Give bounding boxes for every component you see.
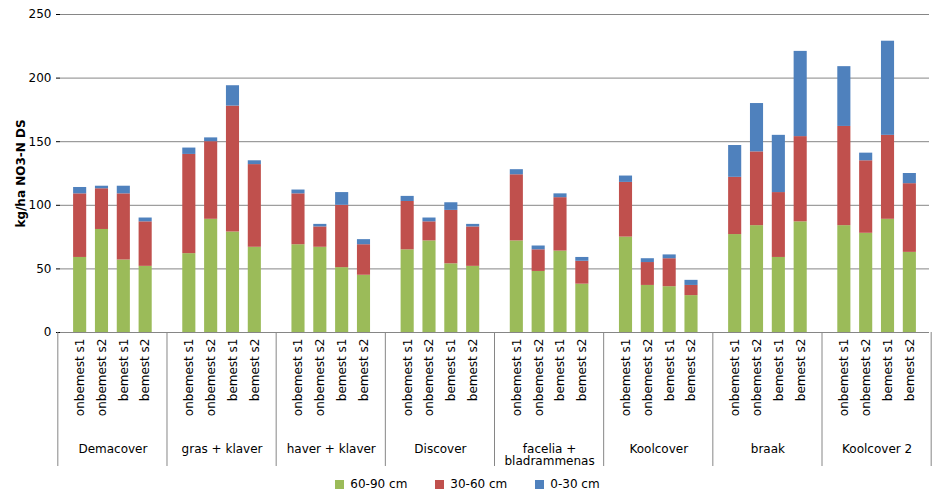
svg-text:onbemest s2: onbemest s2 <box>750 339 764 417</box>
svg-text:onbemest s2: onbemest s2 <box>95 339 109 417</box>
svg-text:0: 0 <box>44 325 52 339</box>
svg-text:kg/ha NO3-N DS: kg/ha NO3-N DS <box>14 119 28 227</box>
svg-text:onbemest s1: onbemest s1 <box>73 339 87 417</box>
svg-text:onbemest s2: onbemest s2 <box>532 339 546 417</box>
svg-text:bemest s2: bemest s2 <box>138 339 152 402</box>
svg-text:bemest s1: bemest s1 <box>772 339 786 402</box>
svg-text:onbemest s1: onbemest s1 <box>619 339 633 417</box>
svg-text:Koolcover 2: Koolcover 2 <box>842 442 912 456</box>
svg-text:gras + klaver: gras + klaver <box>182 442 263 456</box>
svg-text:onbemest s2: onbemest s2 <box>641 339 655 417</box>
svg-text:onbemest s2: onbemest s2 <box>422 339 436 417</box>
svg-text:bemest s1: bemest s1 <box>881 339 895 402</box>
svg-text:250: 250 <box>29 7 52 21</box>
svg-text:onbemest s1: onbemest s1 <box>837 339 851 417</box>
svg-text:bemest s2: bemest s2 <box>466 339 480 402</box>
svg-text:onbemest s1: onbemest s1 <box>728 339 742 417</box>
svg-text:bemest s1: bemest s1 <box>117 339 131 402</box>
html-text:30-60 cm: 30-60 cm <box>450 477 508 491</box>
svg-text:Discover: Discover <box>414 442 466 456</box>
svg-text:Demacover: Demacover <box>78 442 147 456</box>
svg-text:200: 200 <box>29 71 52 85</box>
svg-text:50: 50 <box>36 262 51 276</box>
svg-text:facelia +bladrammenas: facelia +bladrammenas <box>504 442 594 468</box>
svg-text:onbemest s2: onbemest s2 <box>313 339 327 417</box>
svg-text:bemest s2: bemest s2 <box>903 339 917 402</box>
svg-text:onbemest s1: onbemest s1 <box>291 339 305 417</box>
html-text:0-30 cm: 0-30 cm <box>550 477 600 491</box>
html-text:60-90 cm: 60-90 cm <box>350 477 408 491</box>
svg-text:bemest s2: bemest s2 <box>357 339 371 402</box>
svg-text:Koolcover: Koolcover <box>629 442 688 456</box>
svg-text:onbemest s1: onbemest s1 <box>182 339 196 417</box>
svg-text:bemest s2: bemest s2 <box>684 339 698 402</box>
svg-text:onbemest s2: onbemest s2 <box>204 339 218 417</box>
svg-text:bemest s2: bemest s2 <box>794 339 808 402</box>
svg-text:bemest s1: bemest s1 <box>444 339 458 402</box>
svg-text:onbemest s2: onbemest s2 <box>859 339 873 417</box>
svg-text:onbemest s1: onbemest s1 <box>510 339 524 417</box>
svg-text:bemest s1: bemest s1 <box>226 339 240 402</box>
svg-text:onbemest s1: onbemest s1 <box>401 339 415 417</box>
svg-text:braak: braak <box>751 442 785 456</box>
svg-text:bemest s1: bemest s1 <box>553 339 567 402</box>
svg-text:bemest s1: bemest s1 <box>335 339 349 402</box>
svg-text:haver + klaver: haver + klaver <box>287 442 376 456</box>
svg-text:bemest s2: bemest s2 <box>575 339 589 402</box>
svg-text:bemest s2: bemest s2 <box>248 339 262 402</box>
svg-text:bemest s1: bemest s1 <box>663 339 677 402</box>
svg-text:100: 100 <box>29 198 52 212</box>
svg-text:150: 150 <box>29 135 52 149</box>
